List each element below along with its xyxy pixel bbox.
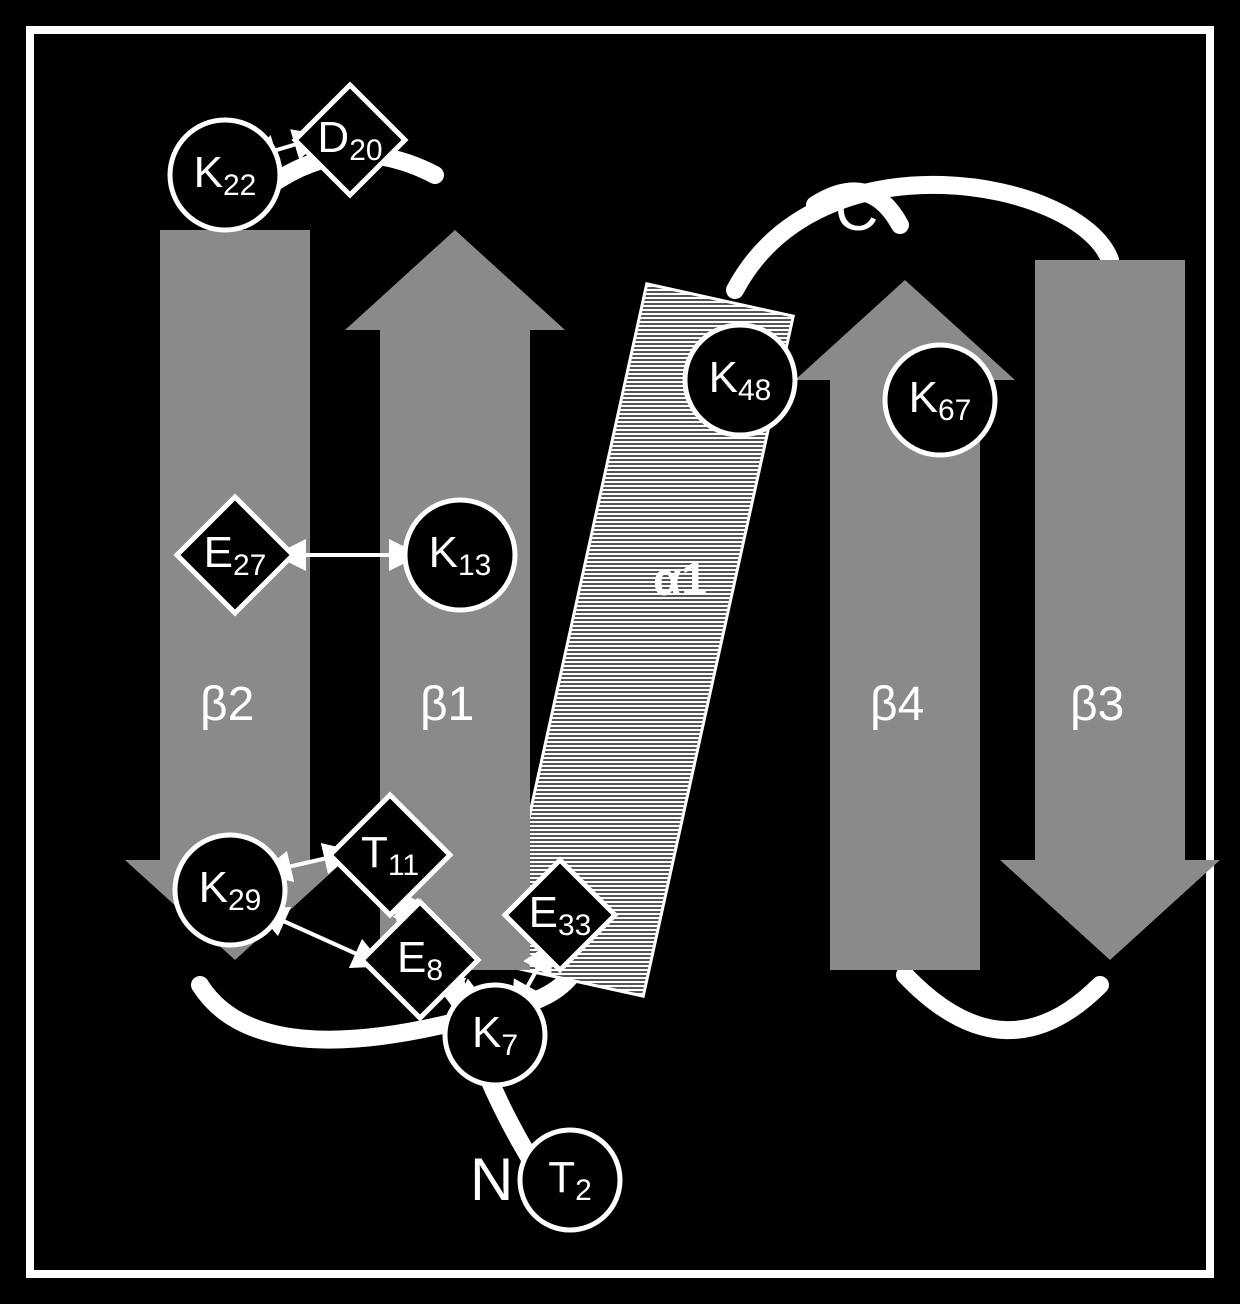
residue-D20: D20 — [295, 85, 405, 195]
residue-K13: K13 — [405, 500, 515, 610]
residue-K7: K7 — [445, 985, 545, 1085]
residue-K67: K67 — [885, 345, 995, 455]
terminal-C: C — [835, 176, 878, 243]
topology-diagram: β1β2β3β4α1 T2K7E8T11K13D20K22E27K29E33K4… — [0, 0, 1240, 1304]
label-alpha1: α1 — [653, 553, 707, 605]
label-beta4: β4 — [870, 678, 924, 731]
strand-beta3 — [1000, 260, 1220, 960]
residue-K29: K29 — [175, 835, 285, 945]
label-beta3: β3 — [1070, 678, 1124, 731]
loop-b3_to_b4 — [905, 975, 1100, 1030]
terminal-N: N — [470, 1146, 513, 1213]
label-beta1: β1 — [420, 678, 474, 731]
residue-K22: K22 — [170, 120, 280, 230]
residue-K48: K48 — [685, 325, 795, 435]
conn-K29-E8 — [270, 915, 370, 960]
residue-T2: T2 — [520, 1130, 620, 1230]
label-beta2: β2 — [200, 678, 254, 731]
